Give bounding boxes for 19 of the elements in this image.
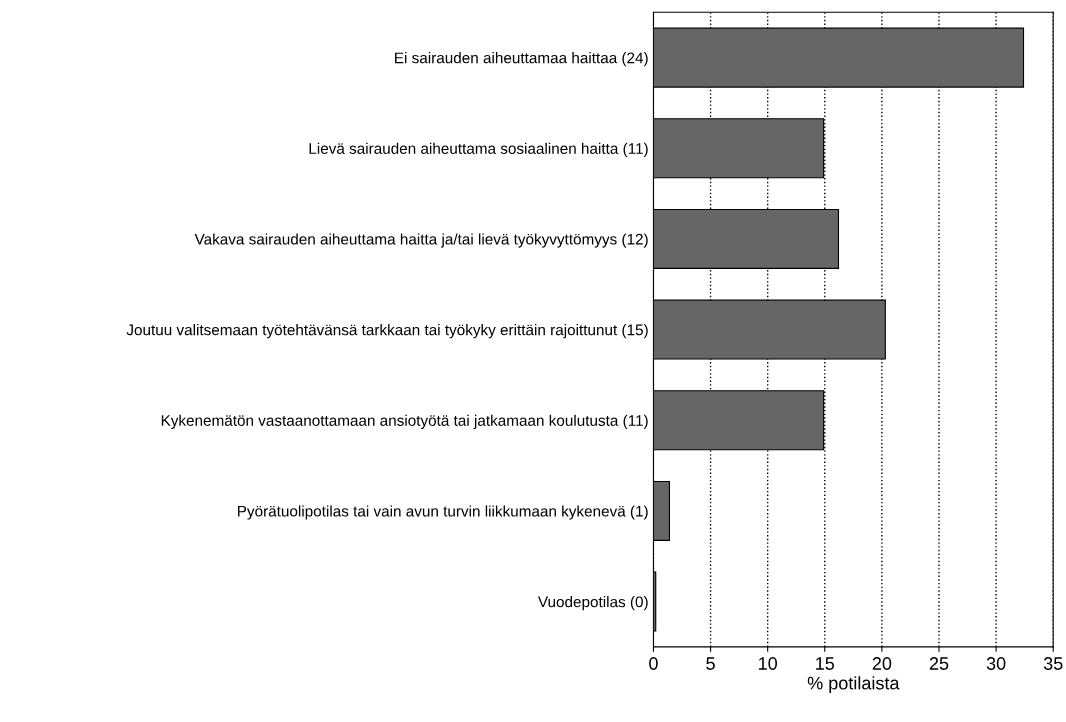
- x-tick-label: 25: [929, 657, 949, 670]
- x-tick-label: 35: [1043, 657, 1063, 670]
- y-tick-label: Lievä sairauden aiheuttama sosiaalinen haitta (11): [309, 142, 648, 157]
- bar: [653, 480, 671, 541]
- x-tick-label: 20: [872, 657, 892, 670]
- y-tick-label: Kykenemätön vastaanottamaan ansiotyötä tai jatkamaan koulutusta (11): [161, 414, 648, 429]
- y-tick-label: Ei sairauden aiheuttamaa haittaa (24): [395, 52, 648, 67]
- bar: [653, 299, 886, 360]
- y-tick-label: Pyörätuolipotilas tai vain avun turvin liikkumaan kykenevä (1): [238, 505, 648, 520]
- y-tick-label: Joutuu valitsemaan työtehtävänsä tarkkaan tai työkyky erittäin rajoittunut (15): [126, 324, 648, 339]
- x-tick-label: 10: [759, 657, 778, 670]
- x-tick-label: 0: [649, 657, 658, 670]
- bar: [653, 27, 1025, 88]
- y-tick-label: Vakava sairauden aiheuttama haitta ja/tai lievä työkyvyttömyys (12): [194, 233, 648, 248]
- x-tick-label: 5: [706, 657, 715, 670]
- x-tick-label: 15: [816, 657, 835, 670]
- x-axis-title: % potilaista: [807, 676, 900, 694]
- y-tick-label: Vuodepotilas (0): [537, 596, 648, 611]
- x-tick-label: 30: [986, 657, 1006, 670]
